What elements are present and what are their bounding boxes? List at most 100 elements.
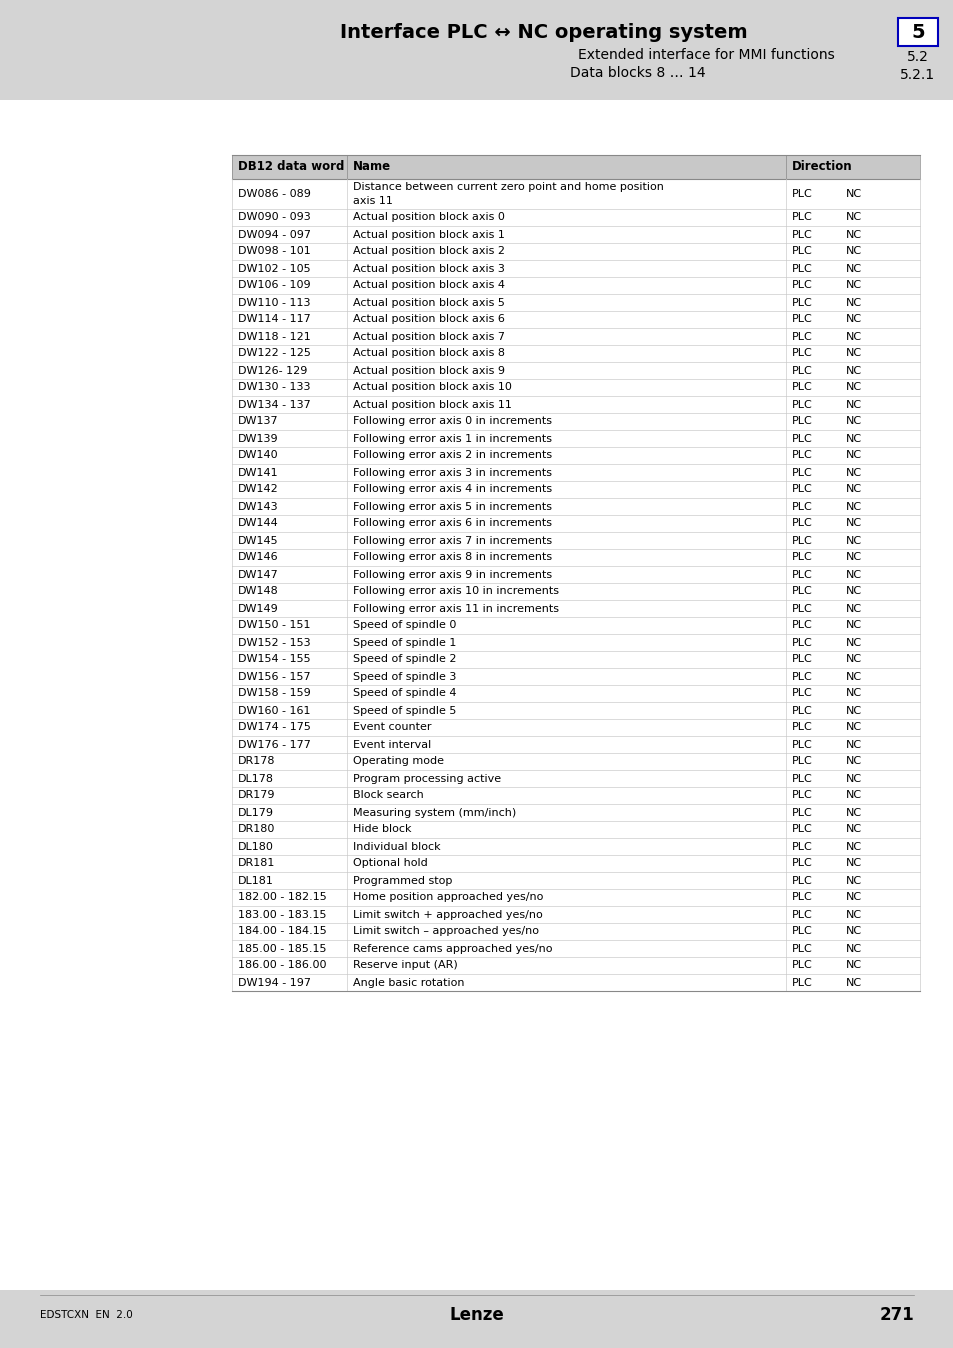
Text: PLC: PLC bbox=[791, 213, 812, 222]
Text: DW141: DW141 bbox=[237, 468, 278, 477]
Text: Actual position block axis 9: Actual position block axis 9 bbox=[353, 365, 504, 376]
Text: Measuring system (mm/inch): Measuring system (mm/inch) bbox=[353, 807, 516, 817]
Text: axis 11: axis 11 bbox=[353, 195, 393, 206]
Text: Name: Name bbox=[353, 160, 391, 174]
Text: NC: NC bbox=[845, 689, 862, 698]
Text: PLC: PLC bbox=[791, 892, 812, 903]
Text: NC: NC bbox=[845, 468, 862, 477]
Text: Event counter: Event counter bbox=[353, 723, 431, 732]
Bar bbox=[232, 276, 919, 294]
Bar bbox=[232, 532, 919, 549]
Text: DW094 - 097: DW094 - 097 bbox=[237, 229, 311, 240]
Bar bbox=[0, 0, 953, 100]
Text: PLC: PLC bbox=[791, 247, 812, 256]
Bar bbox=[232, 497, 919, 515]
Bar bbox=[232, 617, 919, 634]
Text: NC: NC bbox=[845, 655, 862, 665]
Text: 5: 5 bbox=[910, 23, 923, 42]
Text: Actual position block axis 1: Actual position block axis 1 bbox=[353, 229, 504, 240]
Text: PLC: PLC bbox=[791, 263, 812, 274]
Bar bbox=[232, 718, 919, 736]
Text: Individual block: Individual block bbox=[353, 841, 440, 852]
Text: PLC: PLC bbox=[791, 723, 812, 732]
Text: PLC: PLC bbox=[791, 859, 812, 868]
Text: DW152 - 153: DW152 - 153 bbox=[237, 638, 311, 647]
Text: PLC: PLC bbox=[791, 620, 812, 631]
Text: Actual position block axis 7: Actual position block axis 7 bbox=[353, 332, 504, 341]
Text: Following error axis 11 in increments: Following error axis 11 in increments bbox=[353, 604, 558, 613]
Text: NC: NC bbox=[845, 189, 862, 200]
Text: Direction: Direction bbox=[791, 160, 852, 174]
Text: 182.00 - 182.15: 182.00 - 182.15 bbox=[237, 892, 327, 903]
Text: NC: NC bbox=[845, 553, 862, 562]
Text: Extended interface for MMI functions: Extended interface for MMI functions bbox=[577, 49, 834, 62]
Text: DW110 - 113: DW110 - 113 bbox=[237, 298, 310, 307]
Text: DW158 - 159: DW158 - 159 bbox=[237, 689, 311, 698]
Text: PLC: PLC bbox=[791, 349, 812, 359]
Text: PLC: PLC bbox=[791, 790, 812, 801]
Bar bbox=[232, 226, 919, 243]
Text: NC: NC bbox=[845, 910, 862, 919]
Bar bbox=[232, 260, 919, 276]
Bar bbox=[232, 923, 919, 940]
Bar bbox=[232, 481, 919, 497]
Text: NC: NC bbox=[845, 977, 862, 988]
Bar bbox=[232, 770, 919, 787]
Text: Limit switch – approached yes/no: Limit switch – approached yes/no bbox=[353, 926, 538, 937]
Text: NC: NC bbox=[845, 450, 862, 461]
Text: NC: NC bbox=[845, 586, 862, 597]
Text: DR178: DR178 bbox=[237, 756, 275, 767]
Text: PLC: PLC bbox=[791, 705, 812, 716]
Text: Following error axis 5 in increments: Following error axis 5 in increments bbox=[353, 501, 552, 511]
Text: Speed of spindle 2: Speed of spindle 2 bbox=[353, 655, 456, 665]
Text: Speed of spindle 4: Speed of spindle 4 bbox=[353, 689, 456, 698]
Text: Actual position block axis 3: Actual position block axis 3 bbox=[353, 263, 504, 274]
Text: DW140: DW140 bbox=[237, 450, 278, 461]
Text: 5.2.1: 5.2.1 bbox=[900, 67, 935, 82]
Text: Hide block: Hide block bbox=[353, 825, 411, 834]
Text: PLC: PLC bbox=[791, 519, 812, 528]
Text: DW194 - 197: DW194 - 197 bbox=[237, 977, 311, 988]
Text: PLC: PLC bbox=[791, 961, 812, 971]
Bar bbox=[232, 736, 919, 754]
Text: NC: NC bbox=[845, 314, 862, 325]
Text: NC: NC bbox=[845, 671, 862, 682]
Bar bbox=[232, 957, 919, 975]
Text: Home position approached yes/no: Home position approached yes/no bbox=[353, 892, 543, 903]
Text: Following error axis 3 in increments: Following error axis 3 in increments bbox=[353, 468, 552, 477]
Text: Speed of spindle 5: Speed of spindle 5 bbox=[353, 705, 456, 716]
Bar bbox=[232, 396, 919, 412]
Text: NC: NC bbox=[845, 790, 862, 801]
Text: Actual position block axis 10: Actual position block axis 10 bbox=[353, 383, 512, 392]
Text: Programmed stop: Programmed stop bbox=[353, 875, 452, 886]
Text: NC: NC bbox=[845, 892, 862, 903]
Text: PLC: PLC bbox=[791, 944, 812, 953]
Text: DW122 - 125: DW122 - 125 bbox=[237, 349, 311, 359]
Text: DB12 data word: DB12 data word bbox=[237, 160, 344, 174]
Bar bbox=[232, 566, 919, 582]
Text: DW126- 129: DW126- 129 bbox=[237, 365, 307, 376]
Text: PLC: PLC bbox=[791, 484, 812, 495]
Text: Speed of spindle 3: Speed of spindle 3 bbox=[353, 671, 456, 682]
Text: DW145: DW145 bbox=[237, 535, 278, 546]
Text: PLC: PLC bbox=[791, 314, 812, 325]
Bar bbox=[232, 328, 919, 345]
Bar bbox=[232, 582, 919, 600]
Text: DR181: DR181 bbox=[237, 859, 275, 868]
Text: DW148: DW148 bbox=[237, 586, 278, 597]
Text: Following error axis 10 in increments: Following error axis 10 in increments bbox=[353, 586, 558, 597]
Text: Speed of spindle 1: Speed of spindle 1 bbox=[353, 638, 456, 647]
Bar bbox=[232, 243, 919, 260]
Text: NC: NC bbox=[845, 774, 862, 783]
Text: PLC: PLC bbox=[791, 875, 812, 886]
Text: DW114 - 117: DW114 - 117 bbox=[237, 314, 311, 325]
Bar bbox=[232, 888, 919, 906]
Text: DW139: DW139 bbox=[237, 434, 278, 443]
Text: NC: NC bbox=[845, 484, 862, 495]
Text: EDSTCXN  EN  2.0: EDSTCXN EN 2.0 bbox=[40, 1310, 132, 1320]
Text: PLC: PLC bbox=[791, 807, 812, 817]
Text: NC: NC bbox=[845, 841, 862, 852]
Text: PLC: PLC bbox=[791, 910, 812, 919]
Text: Data blocks 8 … 14: Data blocks 8 … 14 bbox=[570, 66, 705, 80]
Text: NC: NC bbox=[845, 825, 862, 834]
